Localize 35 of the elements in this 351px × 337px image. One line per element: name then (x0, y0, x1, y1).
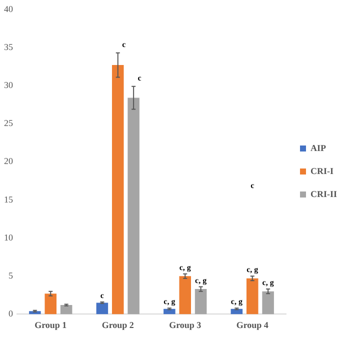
legend-label: CRI-II (310, 188, 338, 199)
y-tick-label: 15 (4, 194, 14, 204)
legend-label: AIP (310, 142, 326, 153)
data-label: c, g (262, 278, 274, 288)
data-label: c, g (164, 297, 176, 306)
data-label: c (122, 40, 126, 49)
bar (44, 294, 57, 314)
y-tick-label: 10 (4, 232, 14, 242)
bar (194, 289, 207, 314)
x-tick-label: Group 4 (236, 320, 269, 330)
bar (128, 98, 140, 314)
bar (60, 305, 72, 314)
data-label: c, g (230, 297, 242, 306)
y-tick-label: 30 (4, 80, 14, 90)
bar (179, 276, 192, 314)
x-tick-label: Group 1 (34, 320, 68, 330)
y-tick-label: 35 (4, 42, 14, 52)
data-label: c (138, 73, 142, 82)
data-label: c, g (195, 276, 207, 285)
x-tick-label: Group 2 (102, 320, 134, 330)
data-label: c, g (179, 262, 191, 272)
legend-label: CRI-I (310, 166, 334, 176)
y-tick-label: 20 (4, 156, 14, 166)
y-tick-label: 5 (8, 270, 14, 280)
bar (262, 291, 274, 314)
bar (246, 278, 258, 314)
data-label: c (100, 291, 104, 300)
annotation: c (250, 181, 255, 190)
y-tick-label: 25 (4, 118, 14, 128)
data-label: c, g (246, 265, 258, 274)
bar (96, 302, 108, 314)
x-tick-label: Group 3 (169, 320, 202, 330)
bar (112, 65, 124, 314)
y-tick-label: 0 (8, 308, 14, 319)
y-tick-label: 40 (4, 4, 14, 14)
